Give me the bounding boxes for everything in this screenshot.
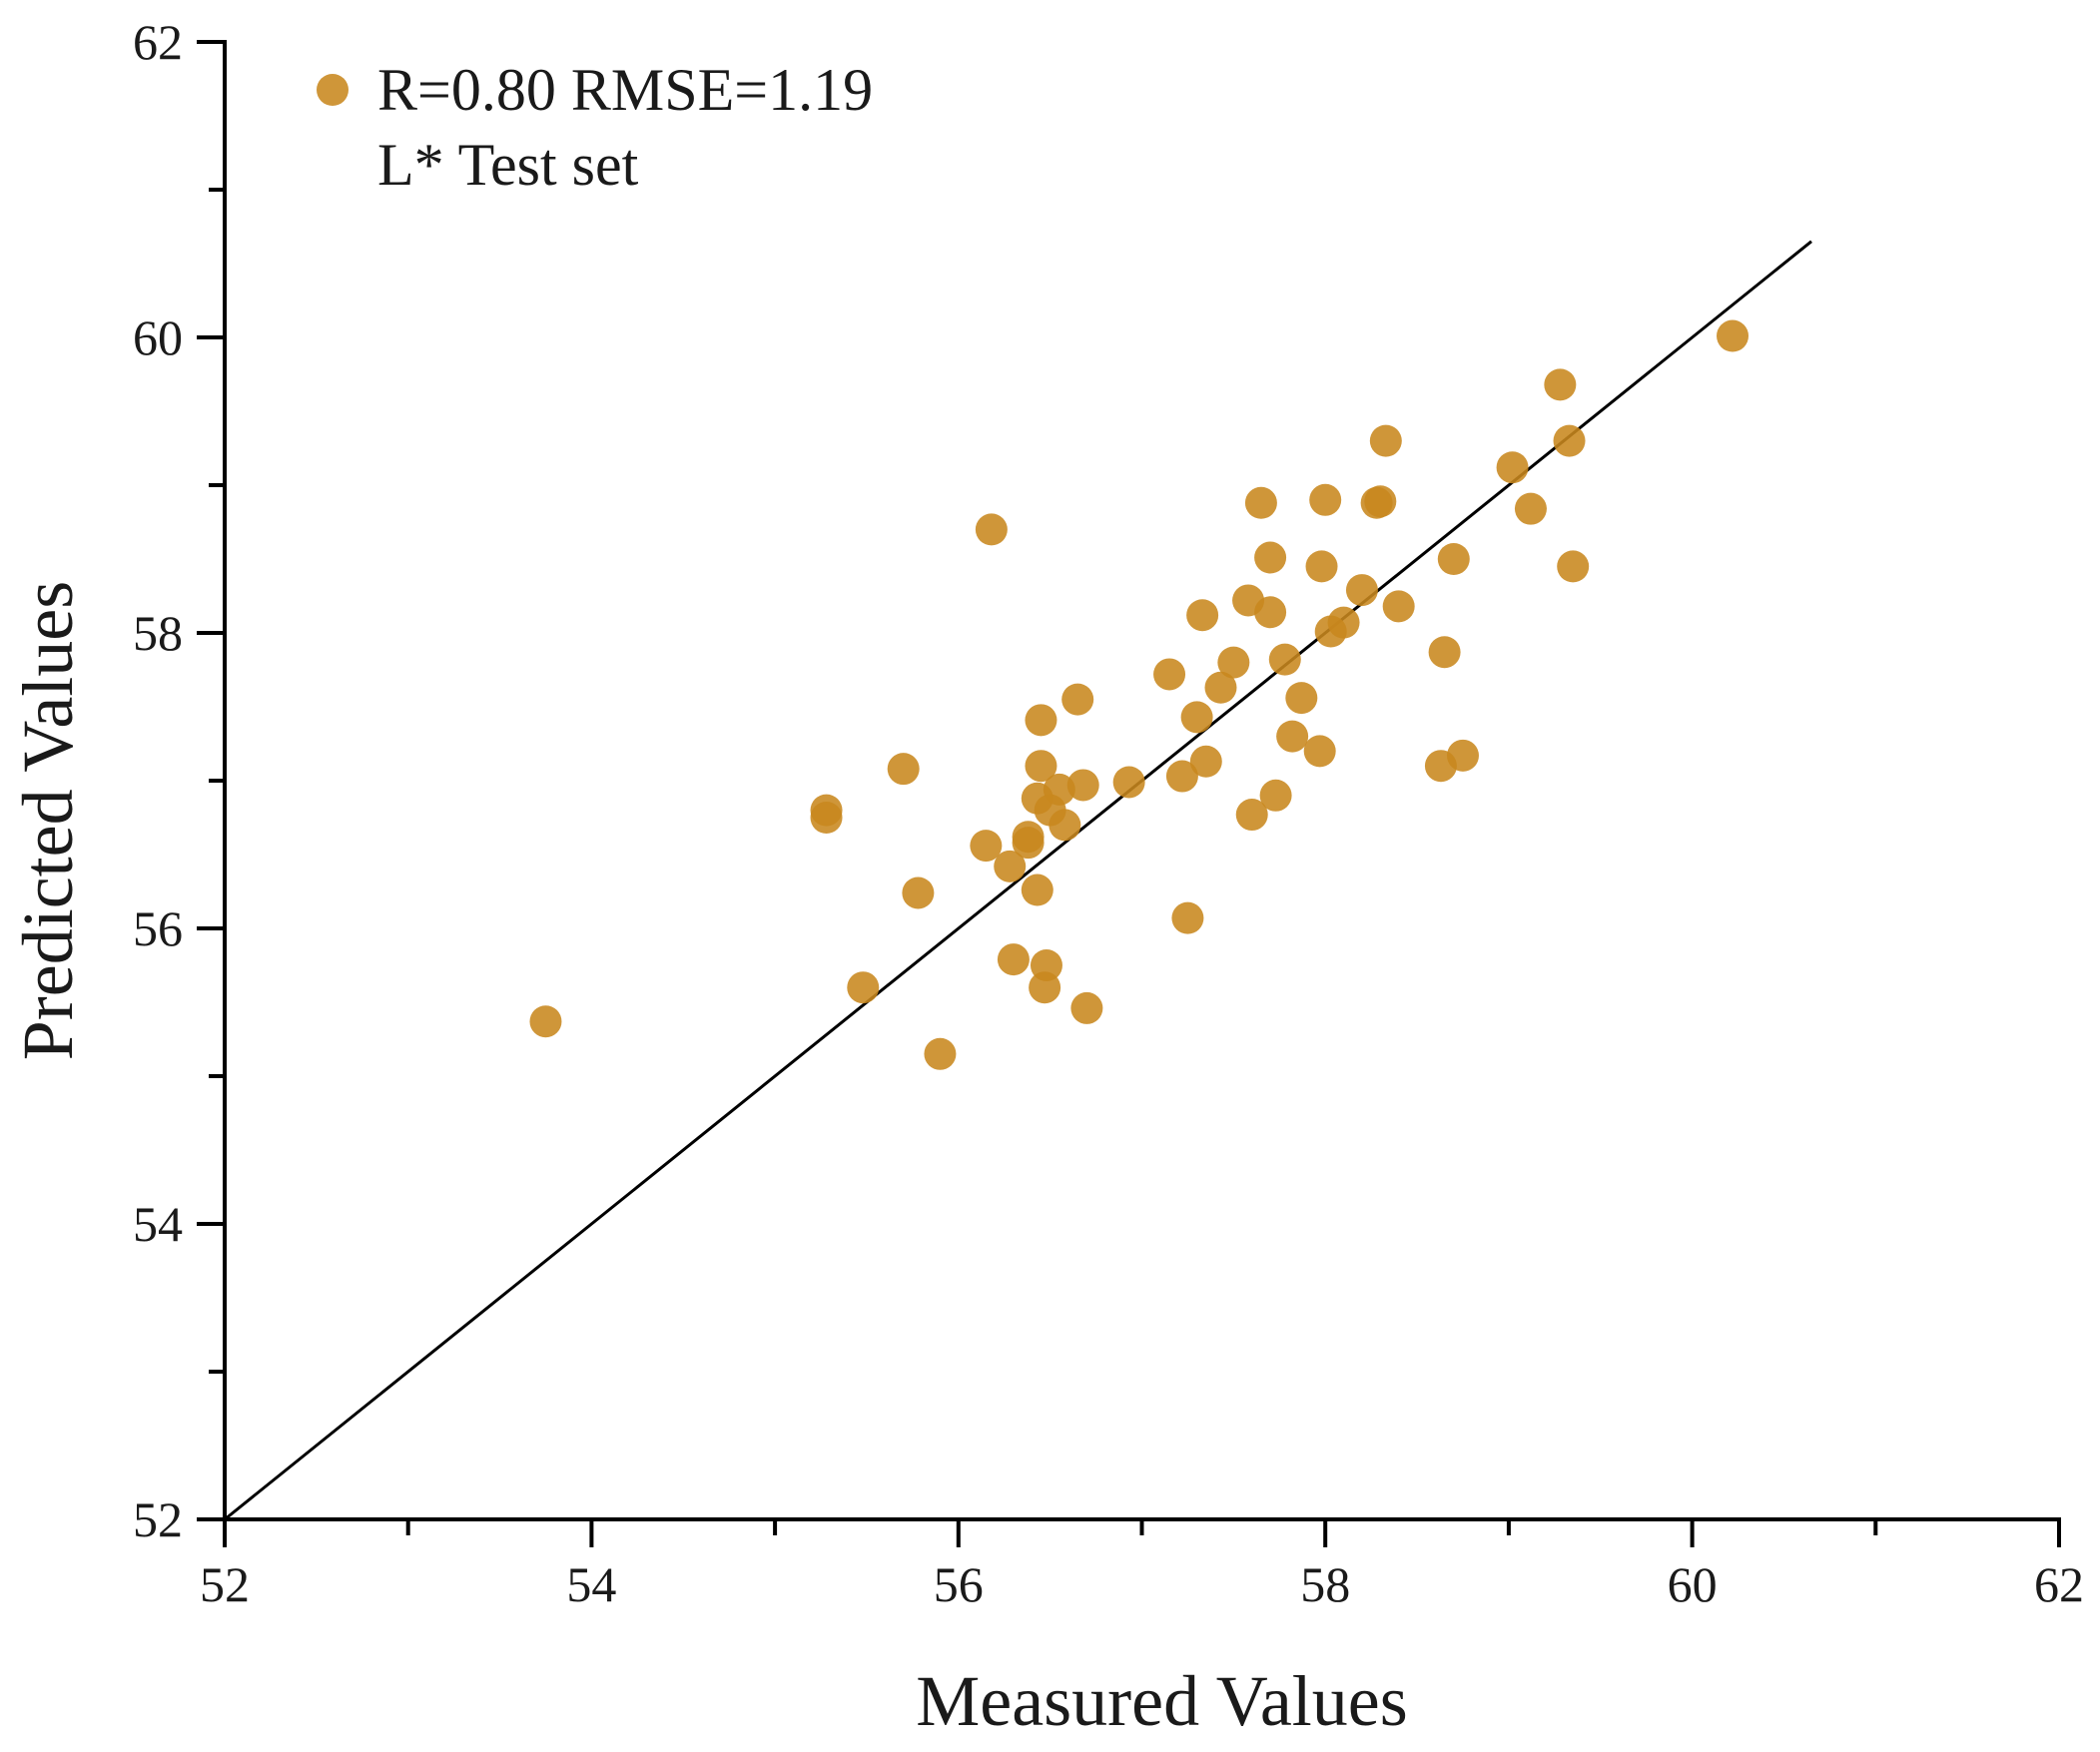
axes: 52 54 56 58 60 62 52 54 56 58 60 62 — [133, 14, 2084, 1612]
data-point — [1276, 720, 1309, 753]
data-point — [1345, 574, 1378, 607]
data-point — [1043, 773, 1075, 806]
data-point — [1244, 486, 1277, 519]
data-point — [1303, 735, 1336, 768]
data-point — [1268, 643, 1301, 676]
x-axis-ticks — [223, 1519, 2061, 1547]
data-point — [1305, 550, 1338, 583]
data-point — [1171, 901, 1204, 934]
x-tick-label: 60 — [1668, 1556, 1718, 1612]
data-point — [1021, 874, 1053, 906]
identity-line — [224, 240, 1812, 1521]
data-point — [970, 830, 1003, 863]
y-axis-ticks — [197, 40, 225, 1521]
legend-stats-label: R=0.80 RMSE=1.19 — [377, 57, 873, 123]
data-point — [1327, 606, 1360, 639]
data-point — [1553, 424, 1586, 457]
x-axis-tick-labels: 52 54 56 58 60 62 — [200, 1556, 2084, 1612]
data-point — [1364, 485, 1397, 518]
data-point — [1544, 368, 1577, 401]
data-point — [529, 1005, 562, 1038]
data-point — [994, 850, 1027, 882]
data-point — [1437, 543, 1470, 575]
plot-area — [224, 240, 1812, 1521]
y-tick-label: 52 — [133, 1491, 183, 1547]
y-tick-label: 60 — [133, 309, 183, 365]
data-point — [1070, 991, 1103, 1024]
data-point — [1025, 750, 1057, 783]
legend-series-label: L* Test set — [377, 132, 639, 198]
y-tick-label: 56 — [133, 900, 183, 956]
x-tick-label: 56 — [934, 1556, 984, 1612]
y-tick-label: 62 — [133, 14, 183, 70]
data-point — [1428, 636, 1461, 669]
data-point — [1012, 827, 1045, 860]
data-point — [1496, 451, 1529, 484]
data-point — [1254, 596, 1287, 629]
data-points — [529, 319, 1750, 1070]
x-tick-label: 62 — [2034, 1556, 2084, 1612]
data-point — [975, 513, 1008, 546]
data-point — [1030, 949, 1062, 981]
data-point — [1025, 704, 1057, 737]
data-point — [1186, 599, 1219, 632]
data-point — [1717, 319, 1750, 352]
x-axis-title: Measured Values — [916, 1661, 1408, 1741]
data-point — [810, 802, 843, 834]
y-tick-label: 54 — [133, 1196, 183, 1252]
data-point — [1285, 682, 1318, 715]
data-point — [1446, 739, 1479, 772]
data-point — [847, 971, 880, 1004]
data-point — [1557, 550, 1590, 583]
data-point — [1254, 541, 1287, 574]
data-point — [1514, 492, 1547, 525]
y-tick-label: 58 — [133, 605, 183, 661]
data-point — [1049, 809, 1081, 842]
data-point — [902, 876, 935, 909]
data-point — [1112, 766, 1145, 799]
data-point — [1180, 701, 1213, 734]
data-point — [1066, 769, 1099, 802]
legend-marker — [317, 74, 349, 106]
data-point — [1259, 779, 1292, 812]
y-axis-tick-labels: 52 54 56 58 60 62 — [133, 14, 183, 1547]
legend: R=0.80 RMSE=1.19 L* Test set — [317, 57, 873, 198]
data-point — [1061, 683, 1094, 716]
data-point — [1309, 483, 1342, 516]
data-point — [997, 943, 1030, 976]
y-axis-title: Predicted Values — [8, 581, 88, 1061]
data-point — [1189, 745, 1222, 778]
data-point — [1382, 590, 1415, 623]
x-tick-label: 58 — [1300, 1556, 1350, 1612]
data-point — [1235, 799, 1268, 832]
data-point — [887, 753, 920, 786]
data-point — [1153, 658, 1186, 691]
data-point — [924, 1037, 957, 1070]
data-point — [1204, 671, 1237, 704]
data-point — [1217, 646, 1250, 679]
data-point — [1369, 424, 1402, 457]
x-tick-label: 52 — [200, 1556, 250, 1612]
data-point — [1165, 760, 1198, 793]
x-tick-label: 54 — [566, 1556, 616, 1612]
